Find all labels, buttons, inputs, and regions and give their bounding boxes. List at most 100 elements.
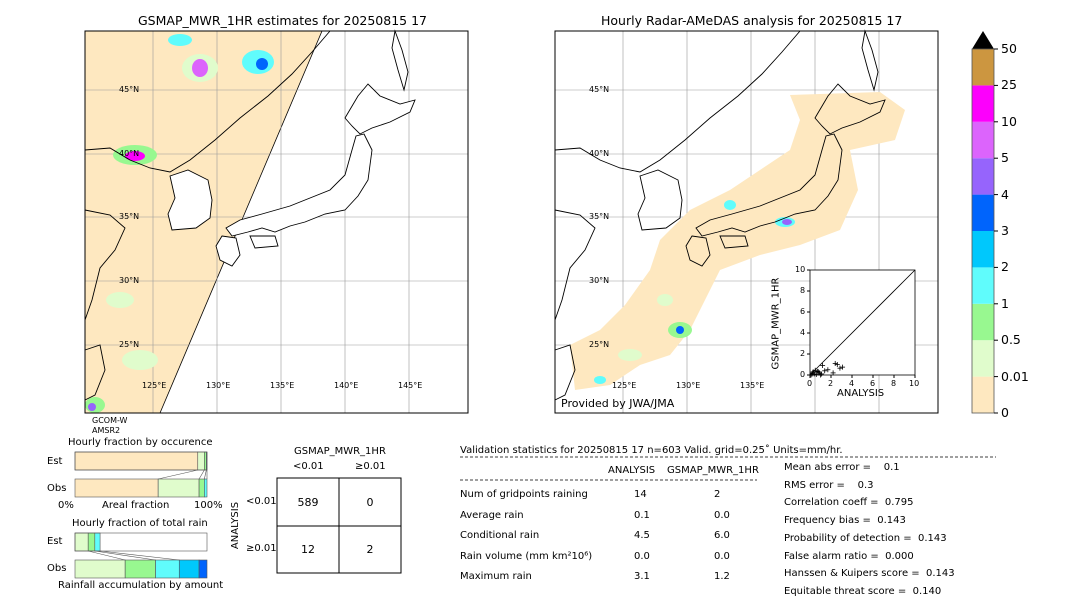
lon-label: 135°E: [740, 381, 765, 390]
colorbar-tick-label: 0: [1001, 405, 1009, 420]
bar-segment: [87, 532, 96, 552]
lon-label: 135°E: [270, 381, 295, 390]
bar-segment: [124, 559, 156, 579]
lat-label: 45°N: [119, 85, 140, 94]
bar-segment: [74, 451, 199, 471]
stat-label: Maximum rain: [460, 571, 532, 582]
rainfrac-title: Hourly fraction of total rain: [72, 518, 208, 529]
colorbar: [971, 31, 998, 414]
lat-label: 25°N: [589, 340, 610, 349]
lat-label: 25°N: [119, 340, 140, 349]
scatter-point: [830, 370, 836, 376]
score-line: Hanssen & Kuipers score = 0.143: [784, 568, 955, 580]
bar-segment: [74, 532, 89, 552]
stat-analysis: 4.5: [634, 530, 650, 541]
col-analysis: ANALYSIS: [608, 465, 656, 476]
row-label: ≥0.01: [246, 543, 277, 554]
cell: 12: [301, 543, 315, 556]
colorbar-segment: [972, 158, 994, 195]
colorbar-segment: [972, 231, 994, 268]
scatter-xtick: 4: [849, 379, 855, 388]
bar-segment: [198, 478, 205, 498]
stat-analysis: 3.1: [634, 571, 650, 582]
contingency-title: GSMAP_MWR_1HR: [294, 446, 386, 457]
colorbar-segment: [972, 340, 994, 377]
validation-header: Validation statistics for 20250815 17 n=…: [460, 445, 843, 456]
lat-label: 40°N: [589, 149, 610, 158]
scatter-ytick: 2: [800, 349, 806, 358]
scatter-inset: [807, 269, 916, 378]
right-map-title: Hourly Radar-AMeDAS analysis for 2025081…: [601, 13, 903, 28]
colorbar-segment: [972, 194, 994, 231]
left-map-title: GSMAP_MWR_1HR estimates for 20250815 17: [138, 13, 427, 28]
sensor-label: AMSR2: [92, 426, 121, 435]
rain-patches: [594, 200, 795, 384]
colorbar-segment: [972, 303, 994, 341]
scatter-point: [840, 364, 846, 370]
bar-segment: [178, 559, 200, 579]
lon-label: 130°E: [206, 381, 231, 390]
score-line: RMS error = 0.3: [784, 479, 874, 491]
occurrence-bars: [74, 451, 208, 498]
stat-gsmap: 0.0: [714, 509, 730, 521]
lat-label: 40°N: [119, 149, 140, 158]
scatter-point: [834, 362, 840, 367]
stat-label: Conditional rain: [460, 530, 540, 541]
colorbar-tick-label: 10: [1001, 113, 1017, 129]
colorbar-extend-arrow: [972, 31, 994, 49]
obs-label: Obs: [47, 483, 67, 494]
right-map: [554, 30, 939, 414]
lon-label: 140°E: [334, 381, 359, 390]
scatter-xtick: 8: [891, 379, 897, 388]
scatter-point: [813, 371, 819, 377]
obs-label: Obs: [47, 563, 67, 574]
rainfrac-xlabel: Rainfall accumulation by amount: [58, 580, 224, 591]
lon-label: 145°E: [398, 381, 423, 390]
colorbar-segment: [972, 85, 994, 122]
cell: 0: [366, 496, 374, 509]
credit: Provided by JWA/JMA: [561, 397, 675, 410]
col-label: <0.01: [293, 461, 324, 472]
scatter-xtick: 2: [828, 379, 834, 388]
colorbar-segment: [972, 49, 994, 86]
stat-gsmap: 0.0: [714, 550, 730, 562]
tick-0: 0%: [58, 500, 74, 511]
stat-analysis: 14: [634, 489, 647, 500]
scatter-point: [815, 369, 821, 375]
scatter-point: [818, 372, 823, 378]
score-line: Mean abs error = 0.1: [784, 462, 900, 473]
bar-segment: [198, 559, 208, 579]
rain-patches: [85, 34, 274, 413]
scatter-xtick: 6: [870, 379, 876, 388]
rainfrac-bars: [74, 532, 208, 579]
stat-label: Average rain: [460, 509, 524, 521]
est-label: Est: [47, 536, 63, 547]
colorbar-tick-label: 5: [1001, 150, 1009, 166]
lat-label: 35°N: [119, 212, 140, 221]
bar-segment: [204, 478, 208, 498]
lon-label: 125°E: [612, 381, 637, 390]
score-line: Correlation coeff = 0.795: [784, 497, 914, 509]
stat-gsmap: 6.0: [714, 530, 730, 541]
occurrence-xlabel: Areal fraction: [102, 500, 170, 511]
cell: 2: [366, 543, 374, 556]
stat-label: Num of gridpoints raining: [460, 489, 588, 500]
colorbar-tick-label: 4: [1001, 186, 1009, 202]
row-axis-label: ANALYSIS: [230, 501, 242, 550]
colorbar-tick-label: 2: [1001, 259, 1009, 275]
score-line: Equitable threat score = 0.140: [784, 585, 942, 597]
row-label: <0.01: [246, 496, 277, 507]
bar-segment: [74, 478, 159, 498]
sensor-label: GCOM-W: [92, 416, 128, 425]
bar-segment: [155, 559, 180, 579]
scatter-point: [820, 363, 826, 369]
scatter-point: [814, 368, 820, 374]
colorbar-tick-label: 25: [1001, 77, 1017, 93]
tick-100: 100%: [194, 500, 223, 511]
scatter-point: [837, 365, 843, 371]
score-line: False alarm ratio = 0.000: [784, 550, 914, 562]
bar-segment: [157, 478, 200, 498]
stat-gsmap: 2: [714, 489, 721, 500]
